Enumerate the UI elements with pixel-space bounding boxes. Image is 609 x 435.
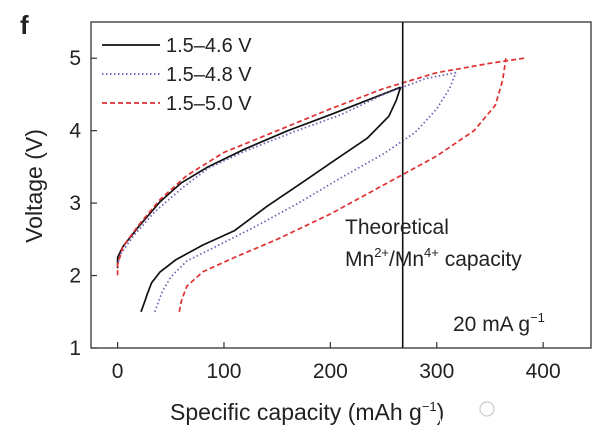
annotation-mn-capacity: Mn2+/Mn4+ capacity (345, 245, 522, 271)
series-1-discharge-curve (116, 71, 457, 265)
series-0-discharge-curve (116, 86, 401, 269)
x-tick-label-0: 0 (112, 360, 124, 383)
x-label-sup: −1 (422, 399, 437, 414)
plot-frame (90, 21, 592, 349)
y-axis-label: Voltage (V) (21, 129, 47, 243)
anno-capacity: capacity (439, 248, 522, 271)
panel-label: f (20, 10, 29, 40)
x-label-end: ) (437, 399, 445, 425)
x-tick-label-200: 200 (313, 360, 348, 383)
y-tick-label-3: 3 (69, 192, 81, 215)
series-2-discharge-curve (116, 57, 525, 276)
anno-slash-mn: /Mn (389, 248, 424, 271)
anno-mn: Mn (345, 248, 374, 271)
annotation-rate: 20 mA g−1 (453, 310, 545, 336)
series-1-charge-curve (154, 72, 457, 313)
watermark: 连线新能源 头条号 / 新能源Leader (432, 397, 593, 435)
x-tick-label-400: 400 (526, 360, 561, 383)
series-0-charge-curve (140, 86, 402, 313)
watermark-line1: 连线新能源 (513, 397, 593, 416)
y-tick-label-5: 5 (69, 47, 81, 70)
watermark-line2: 头条号 / 新能源Leader (432, 417, 589, 435)
x-axis-label: Specific capacity (mAh g−1) (170, 399, 444, 425)
series-layer (116, 57, 525, 313)
y-axis-ticks: 1 2 3 4 5 (69, 47, 97, 360)
x-tick-label-300: 300 (419, 360, 454, 383)
legend: 1.5–4.6 V 1.5–4.8 V 1.5–5.0 V (102, 35, 252, 115)
rate-text: 20 mA g (453, 313, 530, 336)
x-tick-label-100: 100 (206, 360, 241, 383)
x-label-main: Specific capacity (mAh g (170, 399, 422, 425)
watermark-logo-icon (479, 401, 495, 417)
y-tick-label-2: 2 (69, 265, 81, 288)
legend-label-4-8: 1.5–4.8 V (166, 64, 252, 86)
y-tick-label-4: 4 (69, 120, 81, 143)
annotation-theoretical: Theoretical (345, 216, 449, 239)
rate-sup: −1 (530, 310, 545, 325)
anno-sup-4plus: 4+ (424, 245, 439, 260)
legend-label-5-0: 1.5–5.0 V (166, 93, 252, 115)
series-2-charge-curve (178, 58, 507, 312)
y-tick-label-1: 1 (69, 337, 81, 360)
x-axis-ticks: 0 100 200 300 400 (112, 342, 561, 383)
anno-sup-2plus: 2+ (374, 245, 389, 260)
legend-label-4-6: 1.5–4.6 V (166, 35, 252, 57)
